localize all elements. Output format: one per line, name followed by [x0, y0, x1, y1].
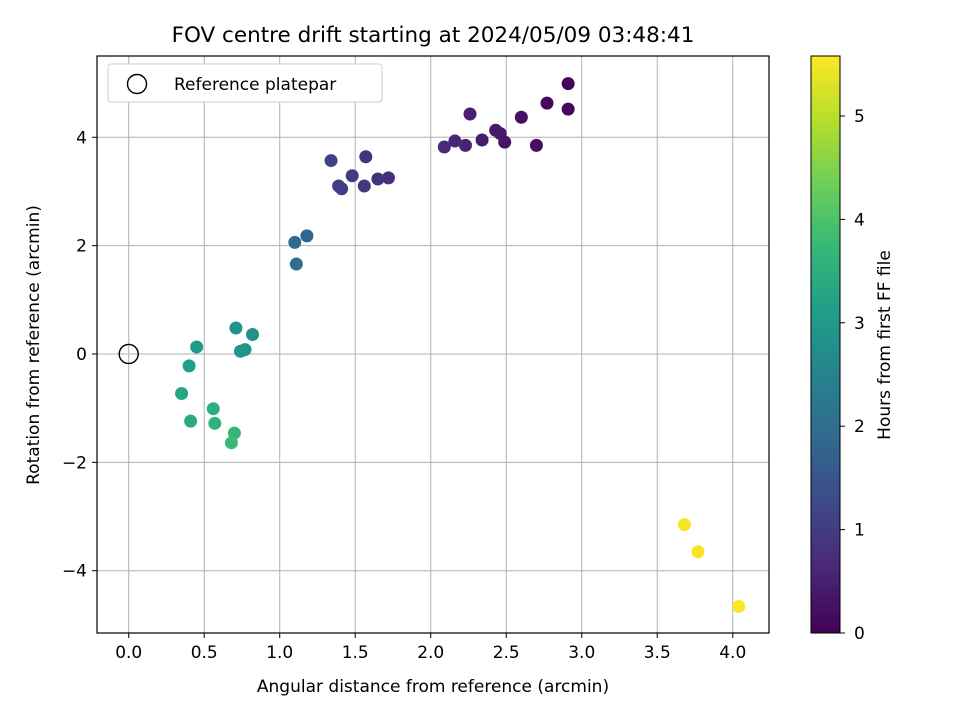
y-tick-label: 0	[76, 345, 87, 365]
data-point	[324, 154, 338, 168]
x-tick-label: 2.0	[417, 643, 444, 663]
data-point	[489, 123, 503, 137]
data-point	[475, 133, 489, 147]
data-point	[529, 138, 543, 152]
data-point	[381, 171, 395, 185]
data-point	[458, 138, 472, 152]
data-point	[224, 436, 238, 450]
data-point	[691, 545, 705, 559]
colorbar-label: Hours from first FF file	[875, 250, 895, 440]
colorbar-tick-label: 1	[854, 521, 865, 541]
data-point	[371, 172, 385, 186]
y-tick-label: −2	[62, 453, 87, 473]
data-point	[300, 229, 314, 243]
data-point	[208, 416, 222, 430]
data-point	[677, 518, 691, 532]
data-point	[561, 102, 575, 116]
data-point	[175, 387, 189, 401]
x-tick-label: 2.5	[493, 643, 520, 663]
data-point	[561, 77, 575, 91]
x-axis-ticks: 0.0 0.5 1.0 1.5 2.0 2.5 3.0 3.5 4.0	[115, 633, 746, 663]
x-tick-label: 4.0	[719, 643, 746, 663]
x-tick-label: 1.0	[266, 643, 293, 663]
y-axis-label: Rotation from reference (arcmin)	[24, 205, 44, 485]
data-point	[345, 169, 359, 183]
grid-lines	[97, 56, 769, 633]
colorbar-tick-label: 0	[854, 624, 865, 644]
colorbar: 0 1 2 3 4 5 Hours from first FF file	[810, 55, 895, 644]
data-point	[246, 327, 260, 341]
data-point	[229, 321, 243, 335]
colorbar-tick-label: 2	[854, 417, 865, 437]
data-point	[227, 426, 241, 440]
x-tick-label: 0.0	[115, 643, 142, 663]
reference-marker	[118, 343, 139, 365]
data-point	[514, 110, 528, 124]
data-point	[359, 150, 373, 164]
data-point	[289, 257, 303, 271]
legend-entry-reference: Reference platepar	[174, 75, 336, 95]
data-point	[448, 134, 462, 148]
legend-reference-marker	[126, 73, 148, 95]
y-tick-label: 2	[76, 237, 87, 257]
x-tick-label: 1.5	[342, 643, 369, 663]
legend: Reference platepar	[107, 63, 383, 103]
colorbar-tick-label: 5	[854, 107, 865, 127]
plot-frame	[96, 55, 770, 634]
y-tick-label: 4	[76, 128, 87, 148]
data-point	[184, 414, 198, 428]
y-tick-label: −4	[62, 562, 87, 582]
data-point	[540, 96, 554, 110]
colorbar-tick-label: 3	[854, 314, 865, 334]
colorbar-ticks: 0 1 2 3 4 5	[840, 107, 865, 644]
data-point	[463, 107, 477, 121]
data-point	[437, 140, 451, 154]
x-tick-label: 3.0	[568, 643, 595, 663]
data-point	[190, 340, 204, 354]
data-point	[206, 402, 220, 416]
data-points	[175, 77, 746, 613]
data-point	[182, 359, 196, 373]
colorbar-gradient	[810, 55, 841, 634]
data-point	[332, 179, 346, 193]
y-axis-ticks: −4 −2 0 2 4	[62, 128, 97, 582]
x-axis-label: Angular distance from reference (arcmin)	[257, 677, 609, 697]
data-point	[732, 599, 746, 613]
data-point	[233, 344, 247, 358]
colorbar-tick-label: 4	[854, 210, 865, 230]
x-tick-label: 3.5	[644, 643, 671, 663]
data-point	[357, 179, 371, 193]
legend-box	[107, 63, 383, 103]
data-point	[288, 235, 302, 249]
reference-marker-group	[118, 343, 139, 365]
x-tick-label: 0.5	[191, 643, 218, 663]
chart-title: FOV centre drift starting at 2024/05/09 …	[172, 23, 695, 48]
